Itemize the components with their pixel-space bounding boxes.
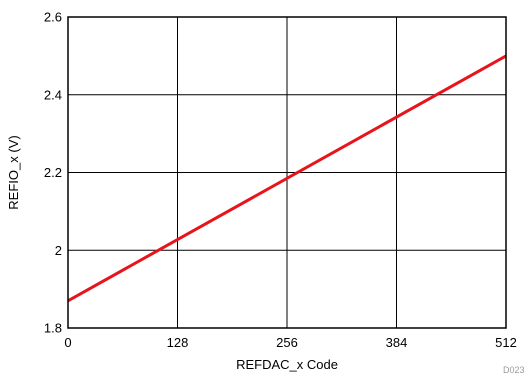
y-tick-labels: 1.8 2 2.2 2.4 2.6 bbox=[44, 10, 62, 336]
series-line-0 bbox=[67, 54, 507, 303]
y-tick-label: 2.2 bbox=[44, 165, 62, 180]
x-tick-label: 128 bbox=[167, 335, 189, 350]
x-tick-labels: 0 128 256 384 512 bbox=[64, 335, 516, 350]
y-axis-label: REFIO_x (V) bbox=[6, 135, 21, 209]
x-tick-label: 512 bbox=[495, 335, 517, 350]
y-tick-label: 1.8 bbox=[44, 321, 62, 336]
y-tick-label: 2.4 bbox=[44, 87, 62, 102]
figure-code: D023 bbox=[503, 365, 525, 375]
grid bbox=[67, 16, 507, 329]
y-tick-label: 2.6 bbox=[44, 10, 62, 25]
y-tick-label: 2 bbox=[55, 243, 62, 258]
x-tick-label: 256 bbox=[276, 335, 298, 350]
x-tick-label: 384 bbox=[386, 335, 408, 350]
x-axis-label: REFDAC_x Code bbox=[236, 357, 338, 372]
x-tick-label: 0 bbox=[64, 335, 71, 350]
series-layer bbox=[67, 54, 507, 303]
plot-frame bbox=[67, 16, 507, 329]
